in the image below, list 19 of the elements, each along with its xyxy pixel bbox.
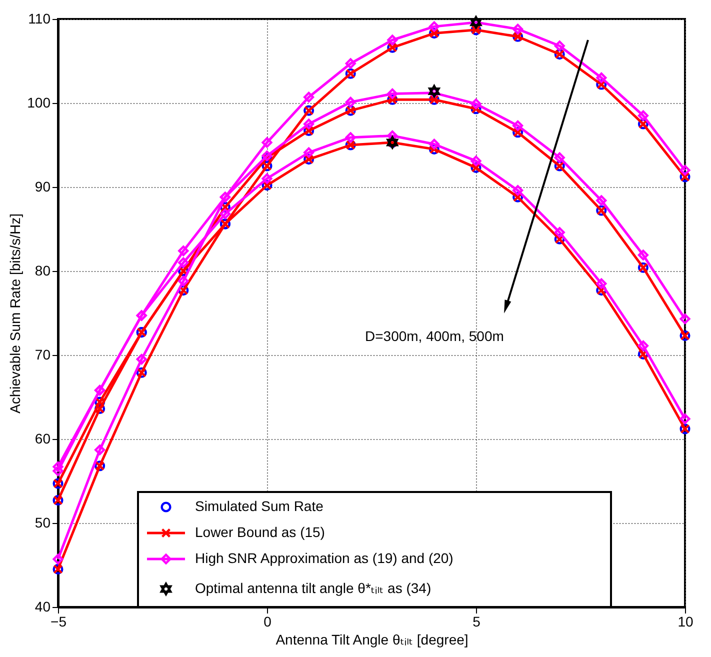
y-tick-label: 70: [34, 346, 51, 362]
y-tick-label: 60: [34, 430, 51, 446]
y-axis-title: Achievable Sum Rate [bits/s/Hz]: [7, 214, 24, 414]
legend-label: High SNR Approximation as (19) and (20): [195, 550, 454, 566]
legend-label: Simulated Sum Rate: [195, 498, 324, 514]
annotation: D=300m, 400m, 500m: [365, 328, 504, 344]
y-tick-label: 50: [34, 514, 51, 530]
y-tick-label: 80: [34, 262, 51, 278]
x-tick-label: 10: [678, 614, 694, 630]
x-axis-title: Antenna Tilt Angle θₜᵢₗₜ [degree]: [276, 632, 468, 648]
y-tick-label: 90: [34, 178, 51, 194]
legend-label: Lower Bound as (15): [195, 524, 325, 540]
y-tick-label: 100: [27, 94, 51, 110]
x-tick-label: 0: [264, 614, 272, 630]
y-tick-label: 110: [28, 10, 51, 26]
y-tick-label: 40: [34, 598, 51, 614]
legend-label: Optimal antenna tilt angle θ*ₜᵢₗₜ as (34): [195, 580, 432, 596]
x-tick-label: −5: [50, 614, 67, 630]
x-tick-label: 5: [472, 614, 481, 630]
